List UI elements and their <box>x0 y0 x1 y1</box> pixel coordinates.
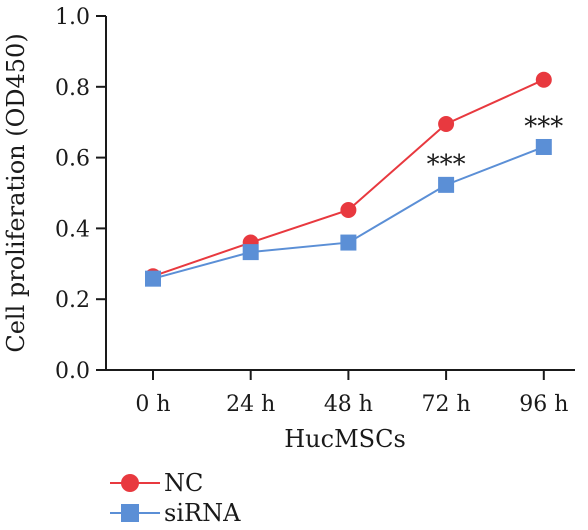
y-ticks: 0.0 0.2 0.4 0.6 0.8 1.0 <box>55 5 106 384</box>
significance-label: *** <box>524 112 563 142</box>
x-tick-label: 96 h <box>519 392 568 417</box>
data-point-nc <box>438 115 455 132</box>
legend-label: NC <box>164 469 203 497</box>
significance-label: *** <box>427 150 466 180</box>
x-tick-label: 0 h <box>135 392 170 417</box>
annotations: *** *** <box>427 112 564 180</box>
x-tick-label: 48 h <box>324 392 373 417</box>
y-tick-label: 0.6 <box>55 147 90 172</box>
y-tick-label: 0.8 <box>55 76 90 101</box>
legend-marker-nc <box>121 474 139 492</box>
legend-label: siRNA <box>164 499 241 527</box>
series <box>145 71 552 287</box>
y-tick-label: 0.4 <box>55 217 90 242</box>
x-axis-title: HucMSCs <box>284 425 406 453</box>
data-point-sirna <box>340 234 357 251</box>
data-point-sirna <box>535 138 552 155</box>
data-point-nc <box>340 201 357 218</box>
data-point-nc <box>535 71 552 88</box>
x-tick-label: 72 h <box>422 392 471 417</box>
data-point-sirna <box>242 244 259 261</box>
data-point-sirna <box>438 176 455 193</box>
y-tick-label: 1.0 <box>55 5 90 30</box>
x-ticks: 0 h 24 h 48 h 72 h 96 h <box>135 370 568 417</box>
y-axis-title: Cell proliferation (OD450) <box>2 33 30 352</box>
y-tick-label: 0.2 <box>55 288 90 313</box>
y-tick-label: 0.0 <box>55 359 90 384</box>
x-tick-label: 24 h <box>226 392 275 417</box>
data-point-sirna <box>145 270 161 287</box>
axes <box>105 16 575 371</box>
legend-marker-sirna <box>121 504 139 522</box>
